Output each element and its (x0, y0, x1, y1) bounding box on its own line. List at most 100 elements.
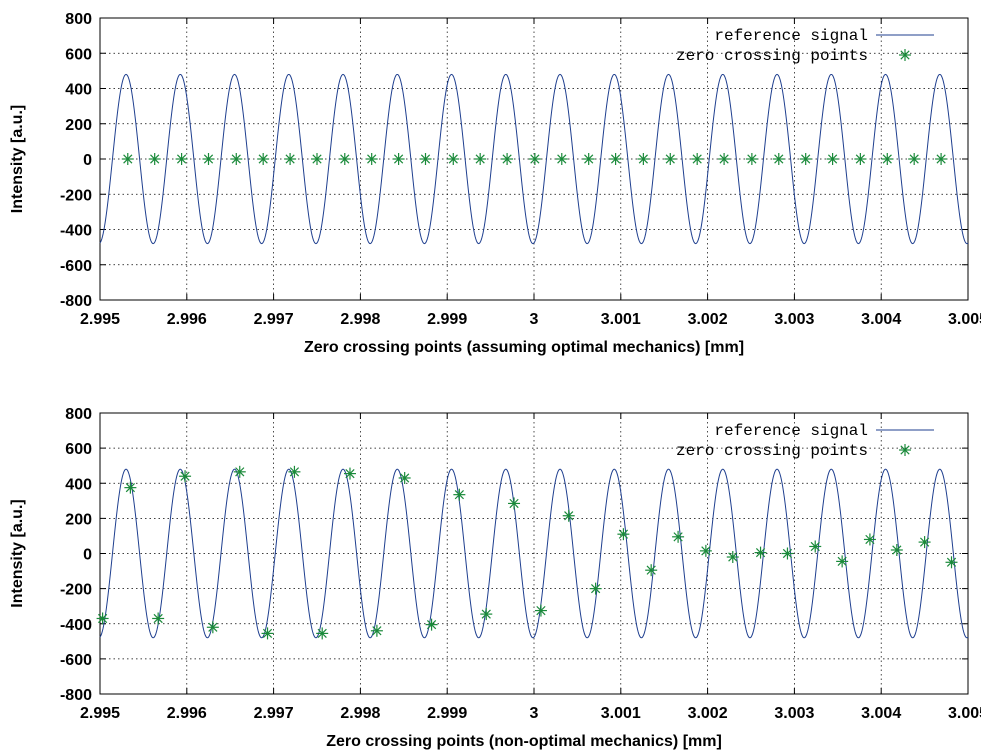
zero-crossing-point (152, 612, 165, 625)
x-tick-label: 2.998 (340, 311, 380, 328)
x-tick-label: 3.003 (774, 311, 814, 328)
zero-crossing-point (918, 536, 931, 549)
y-tick-label: 800 (65, 406, 92, 423)
zero-crossing-point (453, 488, 466, 501)
x-axis-label: Zero crossing points (non-optimal mechan… (326, 733, 722, 750)
zero-crossing-point (890, 543, 903, 556)
y-tick-label: 0 (83, 152, 92, 169)
zero-crossing-point (419, 153, 432, 165)
zero-crossing-point (809, 540, 822, 553)
legend-swatch-zero-crossing (899, 444, 911, 456)
reference-signal-line (99, 73, 969, 245)
legend-label-reference-signal: reference signal (714, 27, 868, 45)
zero-crossing-point (637, 153, 650, 165)
zero-crossing-point (863, 533, 876, 546)
y-tick-label: -400 (60, 223, 92, 240)
x-tick-label: 3.002 (688, 311, 728, 328)
y-tick-label: 200 (65, 511, 92, 528)
reference-signal-line (99, 468, 969, 639)
zero-crossing-point (589, 582, 602, 595)
zero-crossing-point (447, 153, 460, 165)
y-tick-label: -800 (60, 687, 92, 704)
x-tick-label: 2.997 (254, 311, 294, 328)
y-tick-label: -600 (60, 652, 92, 669)
zero-crossing-point (179, 470, 192, 483)
y-tick-label: 800 (65, 11, 92, 28)
zero-crossing-point (148, 153, 161, 165)
zero-crossing-point (175, 153, 188, 165)
x-tick-label: 3.001 (601, 311, 641, 328)
zero-crossing-point (474, 153, 487, 165)
zero-crossing-point (124, 481, 137, 494)
zero-crossing-point (311, 153, 323, 165)
x-tick-label: 2.995 (80, 705, 120, 722)
x-tick-label: 3 (530, 311, 539, 328)
y-tick-label: -600 (60, 258, 92, 275)
zero-crossing-point (365, 153, 378, 165)
zero-crossing-point (699, 544, 712, 557)
zero-crossing-point (945, 556, 958, 569)
y-axis-label: Intensity [a.u.] (9, 499, 26, 607)
y-tick-label: 400 (65, 476, 92, 493)
zero-crossing-point (121, 153, 134, 165)
y-tick-label: -200 (60, 582, 92, 599)
zero-crossing-point (609, 153, 622, 165)
y-tick-label: 200 (65, 117, 92, 134)
zero-crossing-point (854, 153, 867, 165)
zero-crossing-point (202, 153, 215, 165)
zero-crossing-point (206, 621, 219, 634)
zero-crossing-point (316, 627, 329, 640)
zero-crossing-point (398, 471, 411, 484)
zero-crossing-point (508, 497, 521, 510)
y-tick-label: 0 (83, 547, 92, 564)
zero-crossing-point (370, 624, 383, 637)
zero-crossing-point (233, 465, 246, 478)
zero-crossing-point (582, 153, 595, 165)
zero-crossing-point (881, 153, 894, 165)
zero-crossing-point (562, 509, 575, 522)
zero-crossing-point (718, 153, 731, 165)
x-tick-label: 3.004 (861, 705, 901, 722)
zero-crossing-point (343, 467, 356, 480)
y-tick-label: -200 (60, 187, 92, 204)
zero-crossing-point (935, 153, 948, 165)
legend-label-reference-signal: reference signal (714, 422, 868, 440)
zero-crossing-point (534, 604, 547, 617)
zero-crossing-point (645, 564, 658, 577)
x-tick-label: 3.004 (861, 311, 901, 328)
plot-frame (99, 17, 969, 301)
y-tick-label: 400 (65, 82, 92, 99)
zero-crossing-point (230, 153, 243, 165)
zero-crossing-point (799, 153, 812, 165)
legend-label-zero-crossing: zero crossing points (676, 47, 868, 65)
zero-crossing-point (826, 153, 839, 165)
zero-crossing-point (691, 153, 704, 165)
zero-crossing-point (772, 153, 785, 165)
x-tick-label: 3.005 (948, 705, 981, 722)
zero-crossing-point (501, 153, 514, 165)
y-tick-label: 600 (65, 441, 92, 458)
zero-crossing-point (257, 153, 270, 165)
x-tick-label: 3.001 (601, 705, 641, 722)
x-tick-label: 2.999 (427, 705, 467, 722)
y-tick-label: -800 (60, 293, 92, 310)
x-tick-label: 3.002 (688, 705, 728, 722)
x-tick-label: 3.003 (774, 705, 814, 722)
x-tick-label: 3.005 (948, 311, 981, 328)
zero-crossing-point (908, 153, 921, 165)
x-tick-label: 2.999 (427, 311, 467, 328)
x-tick-label: 2.995 (80, 311, 120, 328)
zero-crossing-point (96, 612, 109, 625)
zero-crossing-point (664, 153, 677, 165)
y-axis-label: Intensity [a.u.] (9, 105, 26, 213)
x-tick-label: 2.998 (340, 705, 380, 722)
zero-crossing-point (425, 618, 438, 631)
zero-crossing-point (288, 465, 301, 478)
zero-crossing-point (672, 530, 685, 543)
plot-frame (99, 412, 969, 695)
zero-crossing-point (754, 546, 767, 559)
zero-crossing-point (261, 627, 274, 640)
